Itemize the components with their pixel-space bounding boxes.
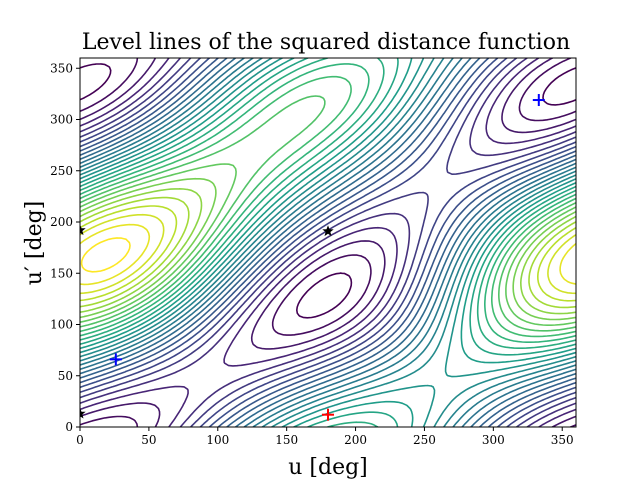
contour-level-17 [80,58,576,427]
x-tick-label-6: 300 [482,433,505,447]
x-axis-label: u [deg] [288,455,368,480]
contour-level-25 [80,196,576,309]
y-tick-label-4: 200 [50,215,73,229]
markers [80,94,545,421]
contour-level-8 [80,58,576,427]
contour-level-22 [80,163,576,326]
y-tick-label-7: 350 [50,61,73,75]
y-axis-ticks: 0 50 100 150 200 250 300 350 [50,61,80,434]
x-tick-label-3: 150 [275,433,298,447]
contour-level-27 [80,213,576,295]
contour-level-26 [80,205,576,302]
contour-level-14 [80,58,576,427]
contour-level-6 [80,58,576,427]
x-tick-label-5: 250 [413,433,436,447]
x-tick-label-7: 350 [551,433,574,447]
contour-level-9 [80,58,576,427]
contour-level-29 [80,237,131,273]
contour-level-7 [80,58,576,427]
y-axis-label: u′ [deg] [22,201,47,286]
chart-title: Level lines of the squared distance func… [82,30,570,55]
contour-level-24 [80,188,576,315]
star-marker-5 [80,407,86,419]
y-tick-label-5: 250 [50,164,73,178]
star-marker-4 [80,224,86,236]
contour-level-10 [80,58,576,427]
contour-level-21 [80,95,576,332]
y-tick-label-1: 50 [58,369,73,383]
x-tick-label-4: 200 [344,433,367,447]
y-tick-label-2: 100 [50,318,73,332]
x-axis-ticks: 0 50 100 150 200 250 300 350 [76,427,574,447]
x-tick-label-0: 0 [76,433,84,447]
contour-level-3 [80,58,576,427]
contour-level-20 [80,75,576,338]
contour-level-28 [80,223,576,286]
contour-level-4 [80,58,576,427]
y-tick-label-0: 0 [65,420,73,434]
x-tick-label-2: 100 [206,433,229,447]
contour-level-23 [80,177,576,321]
x-tick-label-1: 50 [141,433,156,447]
plus-marker-2 [322,408,334,421]
contour-level-13 [80,58,576,427]
plus-marker-0 [532,94,545,107]
contour-level-2 [80,58,576,427]
star-marker-3 [322,225,334,237]
contour-lines [80,58,576,427]
y-tick-label-3: 150 [50,266,73,280]
contour-level-1 [80,58,576,427]
plot-frame [79,57,577,428]
contour-level-0 [80,63,576,319]
y-tick-label-6: 300 [50,113,73,127]
contour-level-19 [80,63,576,343]
plus-marker-1 [109,353,122,366]
